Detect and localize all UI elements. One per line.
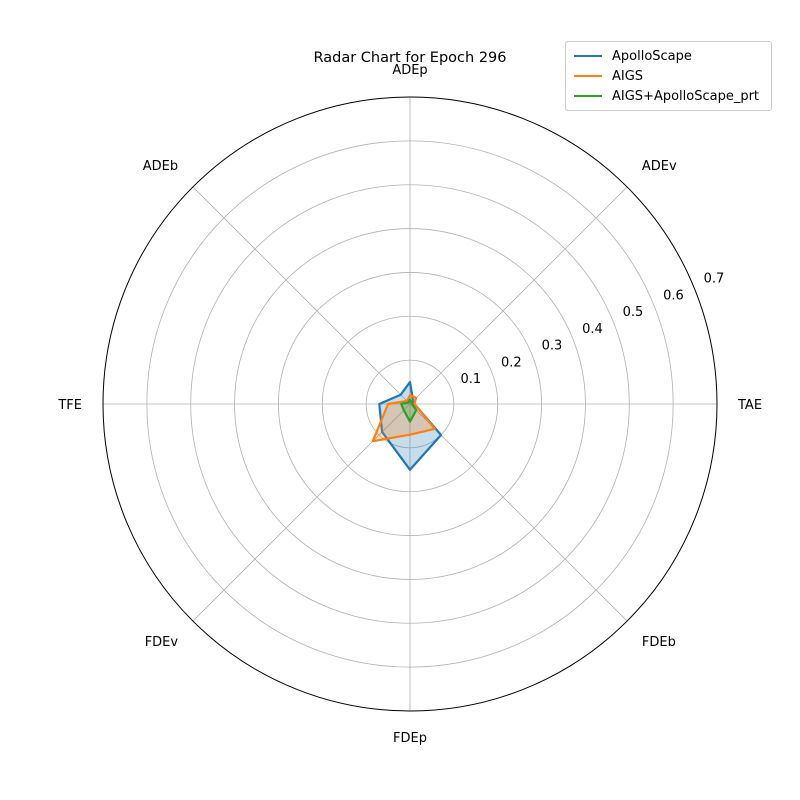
radial-tick-label-6: 0.7	[704, 272, 725, 287]
legend-item-aigs-apolloscape-prt: AIGS+ApolloScape_prt	[572, 86, 759, 106]
legend-line-aigs	[574, 75, 602, 77]
legend-label-aigs: AIGS	[612, 68, 644, 84]
legend-item-aigs: AIGS	[572, 66, 643, 86]
series-line-2	[400, 398, 418, 423]
label-layer: TAE ADEv ADEp ADEb TFE FDEv FDEp FDEb 0.1 0.2 0.3 0…	[57, 63, 762, 746]
axis-label-tfe: TFE	[57, 398, 82, 413]
axis-label-adep: ADEp	[392, 63, 427, 78]
series-line-1	[371, 394, 436, 443]
series-layer	[371, 380, 443, 471]
series-line-0	[378, 380, 443, 471]
legend-line-apolloscape	[574, 55, 602, 57]
radial-tick-label-3: 0.4	[582, 322, 603, 337]
legend-item-apolloscape: ApolloScape	[572, 46, 692, 66]
legend-line-aigs-apolloscape-prt	[574, 95, 602, 97]
axis-label-adev: ADEv	[642, 159, 677, 174]
radial-tick-label-2: 0.3	[542, 339, 563, 354]
chart-title: Radar Chart for Epoch 296	[314, 50, 507, 66]
radial-tick-label-1: 0.2	[501, 355, 522, 370]
grid-layer	[102, 96, 718, 712]
grid-spoke-fdeb	[409, 403, 628, 622]
axis-label-fdeb: FDEb	[642, 635, 676, 650]
outer-frame	[102, 96, 718, 712]
axis-label-adeb: ADEb	[143, 159, 178, 174]
axis-label-fdev: FDEv	[145, 635, 179, 650]
grid-spoke-adeb	[192, 186, 411, 405]
legend: ApolloScape AIGS AIGS+ApolloScape_prt	[565, 41, 772, 111]
radial-tick-label-5: 0.6	[663, 288, 684, 303]
axis-label-fdep: FDEp	[393, 731, 427, 746]
radial-tick-label-0: 0.1	[461, 372, 482, 387]
grid-spoke-adev	[409, 186, 628, 405]
legend-label-aigs-apolloscape-prt: AIGS+ApolloScape_prt	[612, 88, 760, 104]
series-fill-1	[372, 395, 435, 442]
legend-label-apolloscape: ApolloScape	[612, 48, 692, 64]
radial-tick-label-4: 0.5	[623, 305, 644, 320]
axis-label-tae: TAE	[737, 398, 762, 413]
